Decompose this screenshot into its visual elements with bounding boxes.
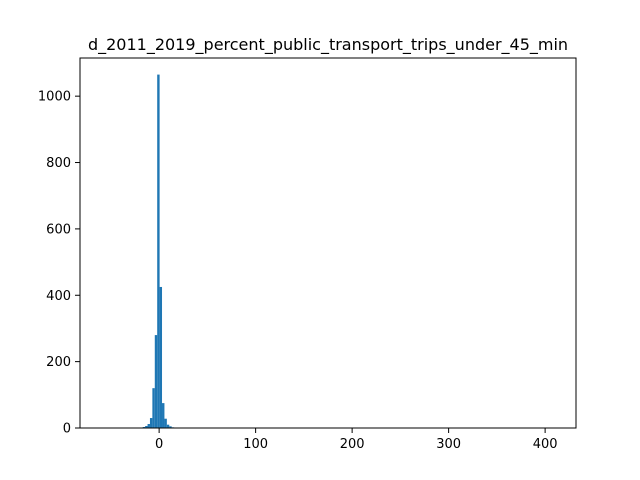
plot-frame	[79, 57, 577, 429]
chart-title: d_2011_2019_percent_public_transport_tri…	[88, 35, 568, 55]
bars-group	[142, 74, 175, 429]
x-tick-label: 0	[155, 437, 163, 452]
y-tick-label: 400	[46, 289, 71, 304]
histogram-bar	[162, 403, 165, 428]
histogram-bar	[152, 388, 155, 428]
x-tick-label: 300	[436, 437, 461, 452]
y-tick-label: 0	[63, 422, 71, 437]
histogram-bar	[169, 426, 172, 428]
x-tick-label: 100	[243, 437, 268, 452]
y-tick-label: 200	[46, 355, 71, 370]
histogram-bar	[166, 424, 170, 428]
histogram-bar	[154, 335, 158, 428]
histogram-bar	[164, 418, 167, 428]
histogram-bar	[159, 286, 163, 428]
y-tick-label: 800	[46, 156, 71, 171]
y-tick-label: 1000	[38, 90, 71, 105]
histogram-bar	[147, 424, 150, 428]
histogram-bar	[157, 74, 160, 429]
x-tick-label: 400	[533, 437, 558, 452]
x-tick-label: 200	[340, 437, 365, 452]
y-axis-ticks: 0 200 400 600 800 1000	[38, 90, 80, 437]
histogram-bar	[149, 418, 153, 428]
y-tick-label: 600	[46, 222, 71, 237]
histogram-bar	[145, 426, 148, 428]
x-axis-ticks: 0 100 200 300 400	[155, 428, 558, 452]
